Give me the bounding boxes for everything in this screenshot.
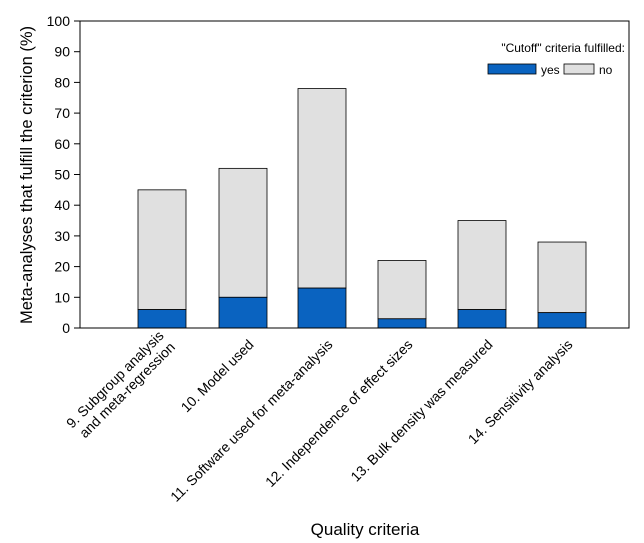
bars-layer xyxy=(137,88,587,329)
legend: "Cutoff" criteria fulfilled: yes no xyxy=(487,41,625,77)
y-tick-label: 50 xyxy=(54,167,70,183)
x-tick-labels-layer: 9. Subgroup analysisand meta-regression 1… xyxy=(63,327,576,504)
bar-yes xyxy=(537,312,587,329)
bar-no xyxy=(218,167,268,298)
bar-no xyxy=(377,260,427,320)
bar-no xyxy=(297,88,347,289)
bar-yes xyxy=(377,318,427,329)
y-tick-label: 80 xyxy=(54,74,70,90)
legend-swatch-yes xyxy=(487,63,537,75)
bar-no xyxy=(137,189,187,310)
legend-title: "Cutoff" criteria fulfilled: xyxy=(501,41,625,55)
y-tick-label: 10 xyxy=(54,289,70,305)
y-tick-label: 60 xyxy=(54,136,70,152)
x-axis-label: Quality criteria xyxy=(311,520,420,539)
x-tick-label: 10. Model used xyxy=(178,336,257,415)
bar-yes xyxy=(457,309,507,329)
legend-label-no: no xyxy=(599,63,613,77)
legend-label-yes: yes xyxy=(541,63,560,77)
bar-yes xyxy=(218,296,268,329)
legend-swatch-no xyxy=(563,63,595,75)
bar-yes xyxy=(137,309,187,329)
bar-yes xyxy=(297,287,347,329)
y-tick-label: 90 xyxy=(54,44,70,60)
y-tick-label: 40 xyxy=(54,197,70,213)
y-tick-label: 70 xyxy=(54,105,70,121)
y-ticks-layer: 0 10 20 30 40 50 60 70 80 90 100 xyxy=(47,13,80,336)
y-tick-label: 0 xyxy=(62,320,70,336)
y-tick-label: 100 xyxy=(47,13,71,29)
y-axis-label: Meta-analyses that fulfill the criterion… xyxy=(18,26,36,324)
x-tick-label: 11. Software used for meta-analysis xyxy=(167,336,336,505)
y-tick-label: 20 xyxy=(54,259,70,275)
bar-no xyxy=(457,220,507,310)
x-tick-label: 12. Independence of effect sizes xyxy=(262,336,416,490)
bar-no xyxy=(537,241,587,314)
x-tick-label: 9. Subgroup analysisand meta-regression xyxy=(63,327,178,442)
y-tick-label: 30 xyxy=(54,228,70,244)
x-tick-label: 13. Bulk density was measured xyxy=(347,336,495,484)
